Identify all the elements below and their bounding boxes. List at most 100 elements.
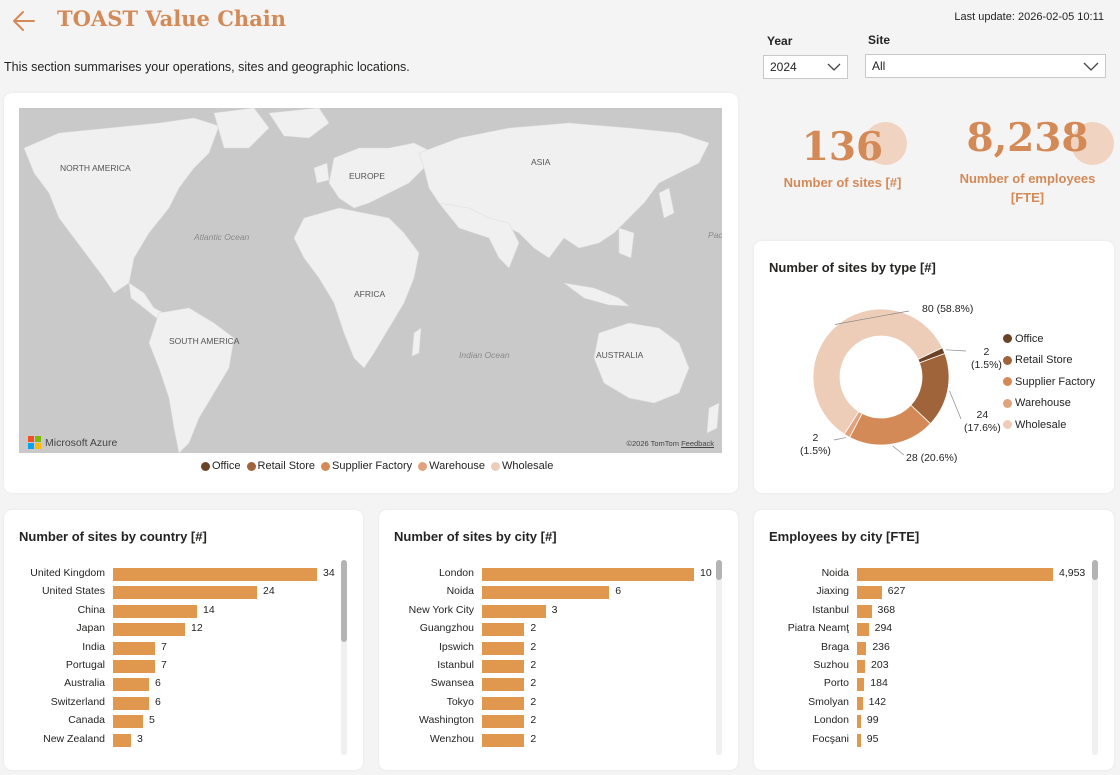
bar-value-label: 3 (551, 603, 558, 616)
bar-category-label: Smolyan (808, 695, 849, 708)
bar[interactable] (113, 623, 185, 637)
map-label-south-america: SOUTH AMERICA (169, 336, 240, 346)
bar-value-label: 7 (161, 640, 167, 653)
scrollbar-thumb[interactable] (341, 560, 347, 642)
bar[interactable] (482, 660, 525, 673)
kpi-sites-value: 136 (801, 124, 884, 170)
bar[interactable] (113, 678, 149, 692)
map-legend-retail[interactable]: Retail Store (246, 460, 315, 472)
bar[interactable] (857, 641, 867, 655)
legend-label: Office (1015, 332, 1044, 345)
scrollbar[interactable] (1092, 560, 1098, 755)
bar[interactable] (113, 733, 131, 747)
donut-data-label: 80 (58.8%) (922, 303, 974, 315)
donut-data-label: 24 (17.6%) (964, 409, 1001, 434)
scrollbar[interactable] (716, 560, 722, 755)
bar-category-label: Ipswich (438, 640, 474, 653)
scrollbar-thumb[interactable] (716, 560, 722, 580)
bar[interactable] (482, 641, 525, 655)
bar[interactable] (857, 623, 869, 637)
chevron-down-icon (1083, 62, 1099, 71)
bar[interactable] (482, 733, 525, 747)
bar[interactable] (482, 715, 525, 729)
bar-category-label: Noida (446, 585, 474, 598)
map-label-australia: AUSTRALIA (596, 350, 644, 360)
employees-by-city-card: Employees by city [FTE] Noida 4,953 Jiaxin… (754, 510, 1114, 770)
page-subtitle: This section summarises your operations,… (4, 60, 410, 74)
bar-category-label: Wenzhou (429, 732, 474, 745)
kpi-decoration (864, 122, 907, 165)
bar[interactable] (857, 604, 872, 618)
bar-category-label: United States (41, 585, 105, 598)
bar-category-label: Istanbul (812, 603, 849, 616)
bar-value-label: 203 (871, 659, 889, 671)
bar[interactable] (113, 660, 155, 673)
employees-by-city-title: Employees by city [FTE] (769, 529, 920, 544)
sites-by-country-title: Number of sites by country [#] (19, 529, 207, 544)
bar-value-label: 5 (149, 714, 155, 727)
bar-category-label: London (813, 714, 849, 727)
donut-legend-item[interactable]: Supplier Factory (1003, 371, 1095, 393)
bar[interactable] (113, 715, 143, 729)
bar[interactable] (857, 660, 866, 673)
bar[interactable] (857, 586, 882, 600)
year-dropdown[interactable]: 2024 (763, 55, 848, 79)
donut-data-label: 28 (20.6%) (906, 452, 958, 464)
bar-value-label: 7 (161, 659, 167, 671)
bar[interactable] (482, 696, 525, 710)
scrollbar[interactable] (341, 560, 347, 755)
map-legend-warehouse[interactable]: Warehouse (418, 460, 485, 472)
bar-value-label: 99 (866, 714, 879, 727)
sites-by-city-title: Number of sites by city [#] (394, 529, 557, 544)
legend-label: Wholesale (1015, 418, 1067, 431)
donut-legend-item[interactable]: Warehouse (1003, 393, 1095, 415)
bar-category-label: Tokyo (446, 695, 474, 708)
bar[interactable] (857, 715, 861, 729)
bar-value-label: 6 (155, 677, 161, 690)
kpi-sites: 136 Number of sites [#] (765, 112, 920, 212)
map-legend-office[interactable]: Office (201, 460, 241, 472)
donut-legend-item[interactable]: Retail Store (1003, 350, 1095, 372)
bar[interactable] (482, 623, 525, 637)
map-feedback-link[interactable]: Feedback (681, 439, 714, 448)
bar[interactable] (482, 568, 694, 581)
donut-slice-wholesale[interactable] (812, 308, 943, 435)
map-label-pacific: Pac (708, 230, 722, 240)
map-attribution: ©2026 TomTom Feedback (626, 439, 714, 448)
bar[interactable] (113, 568, 317, 581)
bar-category-label: Australia (64, 677, 105, 690)
bar[interactable] (857, 568, 1053, 581)
legend-label: Wholesale (501, 460, 554, 472)
bar[interactable] (482, 586, 610, 600)
bar-category-label: Focşani (812, 732, 849, 745)
bar[interactable] (113, 696, 149, 710)
microsoft-logo-icon (28, 436, 41, 449)
map-label-africa: AFRICA (354, 289, 386, 299)
bar[interactable] (113, 586, 257, 600)
donut-legend-item[interactable]: Office (1003, 328, 1095, 350)
donut-leader-line (949, 390, 962, 420)
legend-label: Retail Store (1015, 354, 1073, 367)
world-map[interactable]: NORTH AMERICA EUROPE ASIA AFRICA SOUTH A… (19, 108, 722, 453)
back-arrow-icon[interactable] (10, 8, 38, 34)
bar[interactable] (857, 733, 861, 747)
donut-legend-item[interactable]: Wholesale (1003, 414, 1095, 436)
scrollbar-thumb[interactable] (1092, 560, 1098, 580)
bar[interactable] (482, 678, 525, 692)
bar-value-label: 6 (615, 585, 622, 598)
bar[interactable] (113, 604, 197, 618)
azure-logo: Microsoft Azure (28, 436, 117, 449)
site-dropdown[interactable]: All (865, 54, 1106, 78)
bar[interactable] (857, 696, 863, 710)
map-label-north-america: NORTH AMERICA (60, 163, 131, 173)
bar[interactable] (857, 678, 865, 692)
sites-by-city-card: Number of sites by city [#] London 10 Noid… (379, 510, 738, 770)
bar[interactable] (482, 604, 546, 618)
bar[interactable] (113, 641, 155, 655)
bar-value-label: 2 (530, 732, 537, 745)
bar-value-label: 184 (870, 677, 888, 690)
map-legend-supplier[interactable]: Supplier Factory (321, 460, 412, 472)
kpi-decoration (1071, 122, 1114, 165)
map-legend-wholesale[interactable]: Wholesale (490, 460, 554, 472)
bar-value-label: 6 (155, 695, 161, 708)
